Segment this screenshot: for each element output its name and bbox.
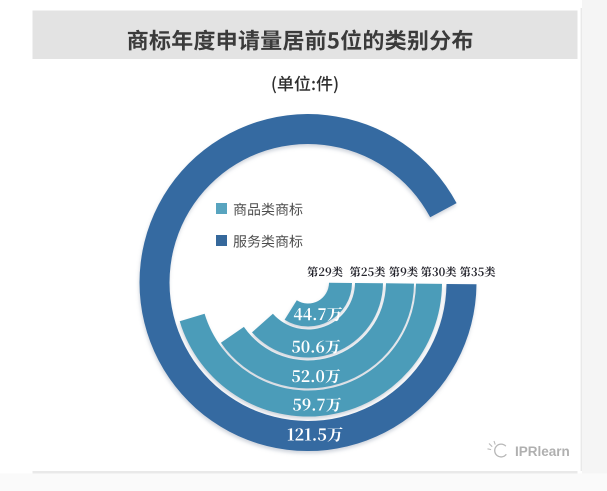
svg-text:IPRlearn: IPRlearn — [515, 444, 570, 459]
